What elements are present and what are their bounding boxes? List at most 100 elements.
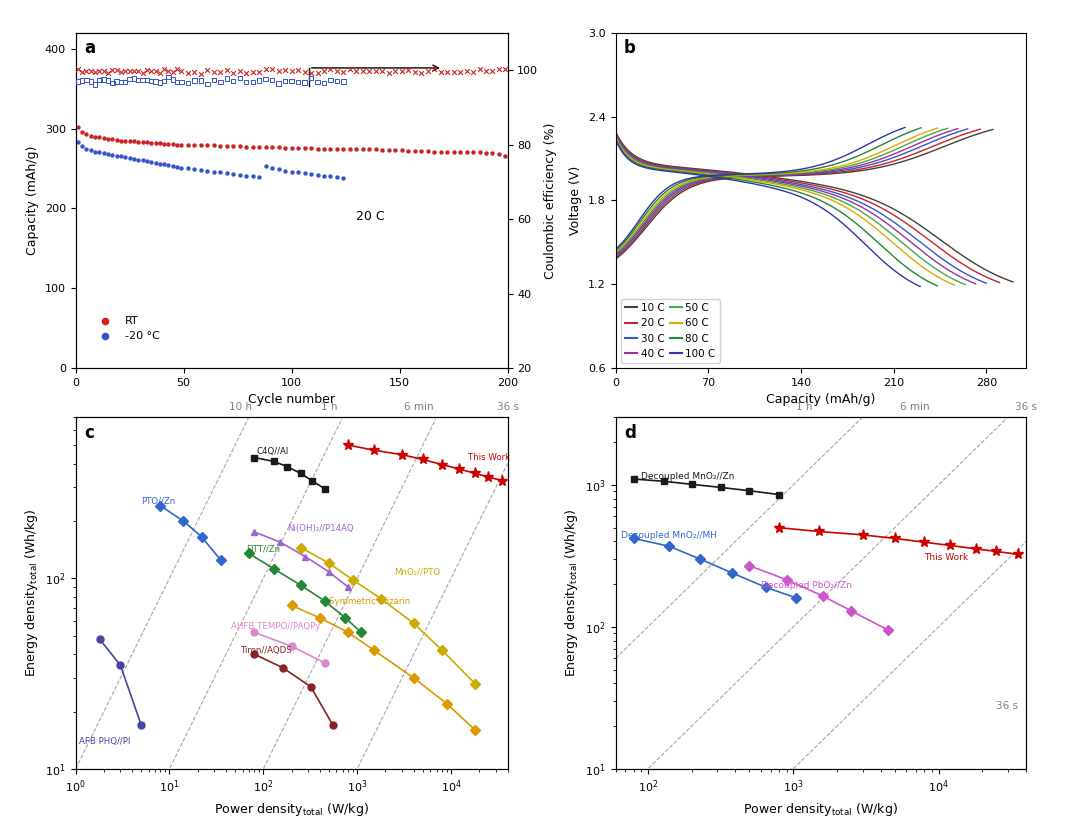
Point bbox=[73, 140, 91, 153]
Point bbox=[130, 74, 147, 87]
Point bbox=[335, 65, 352, 79]
Point bbox=[99, 66, 117, 79]
Point bbox=[147, 137, 164, 150]
Point bbox=[95, 132, 112, 145]
Point bbox=[251, 171, 268, 184]
Point bbox=[121, 72, 138, 85]
Point bbox=[138, 136, 156, 149]
Point bbox=[160, 159, 177, 172]
Point bbox=[341, 62, 359, 75]
Point bbox=[426, 63, 443, 76]
Point bbox=[164, 73, 181, 86]
Point bbox=[164, 65, 181, 78]
Point bbox=[289, 166, 307, 179]
Point bbox=[257, 141, 274, 154]
Point bbox=[231, 169, 248, 182]
Text: a: a bbox=[84, 39, 95, 57]
Point bbox=[143, 74, 160, 88]
Point bbox=[238, 169, 255, 182]
Point bbox=[160, 137, 177, 151]
Point bbox=[73, 65, 91, 79]
Point bbox=[309, 169, 326, 182]
Point bbox=[160, 70, 177, 83]
Point bbox=[231, 140, 248, 153]
Point bbox=[78, 74, 95, 87]
Point bbox=[218, 167, 235, 180]
Point bbox=[225, 74, 242, 88]
Y-axis label: Energy density$_{\mathrm{total}}$ (Wh/kg): Energy density$_{\mathrm{total}}$ (Wh/kg… bbox=[563, 509, 580, 677]
Point bbox=[367, 143, 384, 156]
Point bbox=[125, 152, 143, 165]
Point bbox=[143, 137, 160, 150]
Point bbox=[231, 64, 248, 77]
Point bbox=[244, 65, 261, 79]
Point bbox=[432, 65, 449, 78]
Point bbox=[164, 137, 181, 151]
Point bbox=[86, 130, 104, 143]
Point bbox=[179, 138, 197, 151]
Point bbox=[322, 74, 339, 87]
Point bbox=[117, 134, 134, 147]
Point bbox=[296, 76, 313, 89]
Point bbox=[458, 65, 475, 78]
Point bbox=[108, 64, 125, 77]
Point bbox=[361, 143, 378, 156]
Point bbox=[117, 151, 134, 164]
Point bbox=[445, 66, 462, 79]
Point bbox=[264, 63, 281, 76]
Point bbox=[426, 145, 443, 158]
Point bbox=[497, 63, 514, 76]
Point bbox=[328, 74, 346, 88]
Point bbox=[276, 142, 294, 155]
Point bbox=[302, 168, 320, 181]
Point bbox=[464, 146, 482, 159]
Point bbox=[432, 145, 449, 158]
Point bbox=[413, 144, 430, 157]
Point bbox=[406, 144, 423, 157]
Point bbox=[270, 141, 287, 154]
Point bbox=[173, 138, 190, 151]
Point bbox=[147, 65, 164, 78]
Point bbox=[186, 74, 203, 87]
Point bbox=[264, 74, 281, 87]
Point bbox=[244, 75, 261, 88]
Point bbox=[104, 76, 121, 89]
Text: Tiron//AQDS: Tiron//AQDS bbox=[241, 645, 293, 654]
Point bbox=[451, 146, 469, 159]
Text: Decoupled MnO₂//Zn: Decoupled MnO₂//Zn bbox=[642, 472, 734, 481]
Text: This Work: This Work bbox=[924, 553, 969, 562]
X-axis label: Capacity (mAh/g): Capacity (mAh/g) bbox=[766, 393, 876, 407]
Point bbox=[413, 67, 430, 80]
Point bbox=[205, 165, 222, 178]
Point bbox=[125, 135, 143, 148]
Point bbox=[283, 142, 300, 155]
Point bbox=[134, 66, 151, 79]
Point bbox=[192, 74, 210, 87]
Text: DTT//Zn: DTT//Zn bbox=[246, 545, 280, 554]
Point bbox=[86, 78, 104, 91]
Point bbox=[73, 74, 91, 87]
Point bbox=[104, 133, 121, 146]
Point bbox=[251, 74, 268, 88]
Point bbox=[151, 76, 168, 89]
Point bbox=[283, 165, 300, 178]
Point bbox=[69, 136, 86, 149]
Point bbox=[168, 62, 186, 75]
Legend: 10 C, 20 C, 30 C, 40 C, 50 C, 60 C, 80 C, 100 C: 10 C, 20 C, 30 C, 40 C, 50 C, 60 C, 80 C… bbox=[621, 299, 719, 363]
Point bbox=[112, 134, 130, 147]
Point bbox=[322, 170, 339, 183]
Point bbox=[490, 147, 508, 160]
Point bbox=[179, 162, 197, 175]
Point bbox=[156, 74, 173, 88]
Point bbox=[309, 142, 326, 155]
Point bbox=[186, 65, 203, 78]
Point bbox=[302, 66, 320, 79]
Point bbox=[205, 65, 222, 78]
Point bbox=[244, 141, 261, 154]
Point bbox=[328, 142, 346, 155]
Point bbox=[471, 63, 488, 76]
Point bbox=[86, 65, 104, 79]
Point bbox=[205, 139, 222, 152]
Point bbox=[186, 163, 203, 176]
Point bbox=[419, 144, 436, 157]
